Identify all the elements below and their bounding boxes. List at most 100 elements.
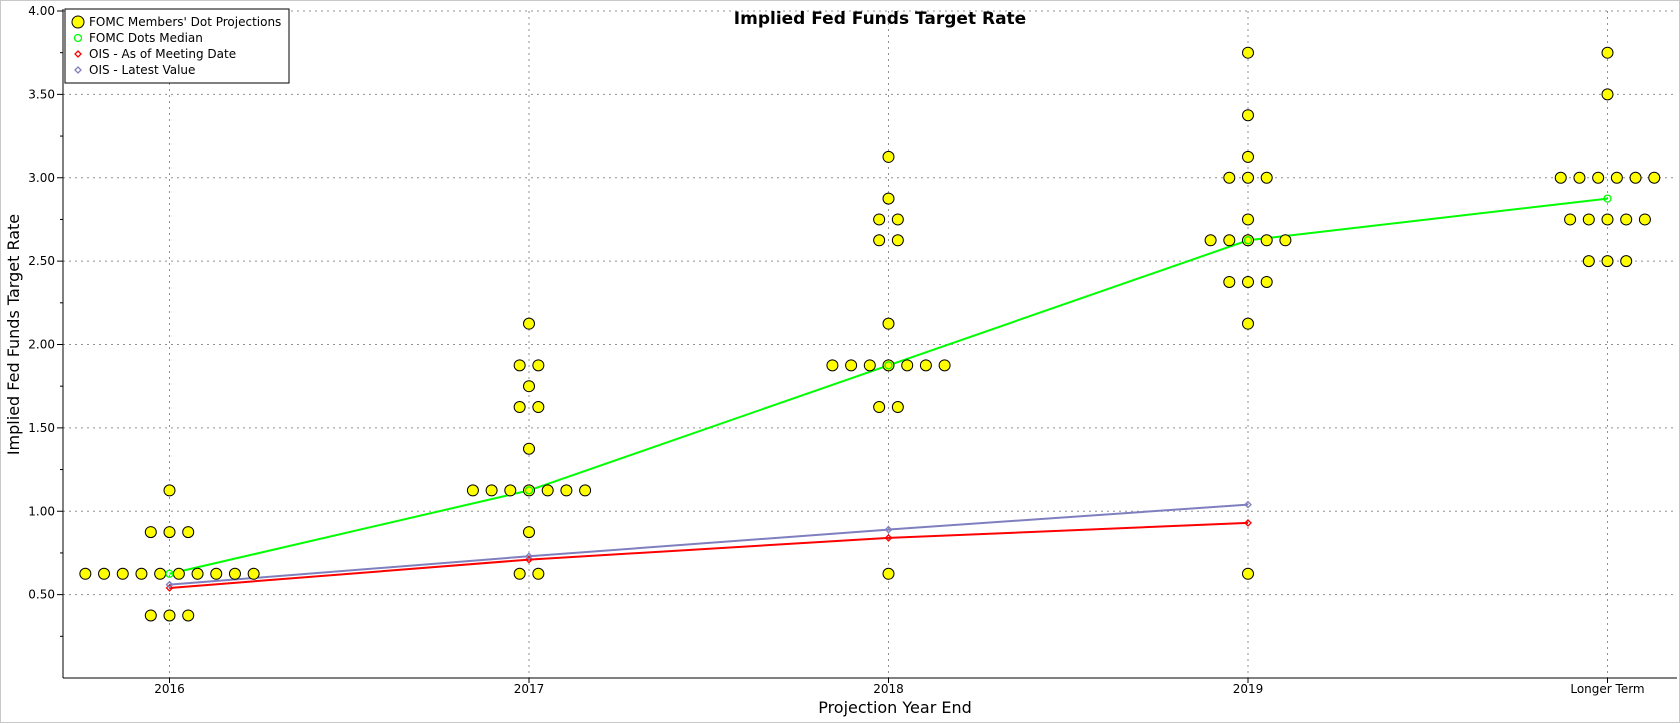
- x-axis-tick-label: Longer Term: [1570, 682, 1644, 696]
- dot-projection: [845, 359, 858, 372]
- dot-projection: [532, 567, 545, 580]
- legend-label-dots: FOMC Members' Dot Projections: [89, 15, 281, 29]
- dot-projection: [1260, 275, 1273, 288]
- series-point: [525, 555, 533, 564]
- y-axis-tick-label: 2.00: [28, 338, 55, 352]
- gridlines: [63, 10, 1677, 678]
- dot-projection: [532, 359, 545, 372]
- series-point: [1244, 500, 1252, 509]
- dot-projection: [135, 567, 148, 580]
- y-axis-tick-label: 2.50: [28, 254, 55, 268]
- dot-projection: [1610, 171, 1623, 184]
- dot-projection: [228, 567, 241, 580]
- dot-projection: [891, 234, 904, 247]
- dot-projection: [1223, 275, 1236, 288]
- dot-projection: [532, 401, 545, 414]
- series-line: [169, 197, 1608, 575]
- dot-projections: [79, 46, 1661, 622]
- dot-projection: [1279, 234, 1292, 247]
- axes: [62, 9, 1677, 679]
- dot-projection: [210, 567, 223, 580]
- dot-projection: [182, 609, 195, 622]
- y-axis-tick-label: 0.50: [28, 588, 55, 602]
- series-point: [1603, 194, 1612, 203]
- series-point: [165, 584, 174, 592]
- series-markers: [165, 194, 1612, 592]
- dot-projection: [1582, 255, 1595, 268]
- series-point: [884, 534, 893, 542]
- dot-projection: [191, 567, 204, 580]
- series-lines: [169, 197, 1608, 589]
- series-point: [884, 525, 893, 534]
- dot-projection: [513, 567, 526, 580]
- dot-projection: [1648, 171, 1661, 184]
- dot-projection: [504, 484, 517, 497]
- dot-projection: [1638, 213, 1651, 226]
- dot-projection: [1242, 150, 1254, 163]
- dot-projection: [1242, 317, 1254, 330]
- dot-projection: [116, 567, 129, 580]
- dot-projection: [144, 609, 157, 622]
- legend: FOMC Members' Dot Projections FOMC Dots …: [64, 8, 290, 84]
- dot-projection: [1629, 171, 1642, 184]
- series-line: [169, 503, 1249, 586]
- legend-label-ois-meeting: OIS - As of Meeting Date: [89, 47, 236, 61]
- dot-projection: [919, 359, 932, 372]
- x-axis-ticks: 2016 2017 2018 2019 Longer Term: [154, 678, 1645, 696]
- dot-projection: [513, 359, 526, 372]
- dot-projection: [882, 192, 895, 205]
- dot-projection: [485, 484, 498, 497]
- dot-projection: [523, 380, 535, 393]
- series-point: [1244, 519, 1252, 527]
- dot-projection: [1582, 213, 1595, 226]
- dot-projection: [163, 526, 176, 539]
- dot-projection: [523, 442, 535, 455]
- y-axis-tick-label: 3.00: [28, 171, 55, 185]
- dot-projection: [1601, 46, 1614, 59]
- dot-projection: [1620, 213, 1633, 226]
- y-axis-tick-label: 3.50: [28, 87, 55, 101]
- dot-projection: [579, 484, 592, 497]
- dot-projection: [154, 567, 167, 580]
- x-axis-tick-label: 2016: [154, 682, 185, 696]
- y-axis-title: Implied Fed Funds Target Rate: [4, 214, 23, 455]
- dot-projection: [541, 484, 554, 497]
- dot-projection: [1223, 234, 1236, 247]
- x-axis-tick-label: 2017: [514, 682, 545, 696]
- dot-projection: [163, 609, 176, 622]
- legend-label-ois-latest: OIS - Latest Value: [89, 63, 195, 77]
- series-point: [165, 569, 174, 578]
- series-point: [524, 486, 534, 495]
- dot-projection: [1601, 213, 1614, 226]
- x-axis-tick-label: 2018: [873, 682, 904, 696]
- dot-projection: [1242, 275, 1254, 288]
- dot-projection: [1242, 46, 1254, 59]
- legend-swatch-ois-latest: [74, 66, 82, 74]
- legend-swatch-median: [73, 33, 83, 43]
- dot-projection: [247, 567, 260, 580]
- x-axis-tick-label: 2019: [1233, 682, 1264, 696]
- series-point: [1243, 236, 1253, 245]
- dot-projection: [873, 234, 886, 247]
- dot-projection: [1260, 171, 1273, 184]
- dot-projection: [182, 526, 195, 539]
- y-axis-tick-label: 1.50: [28, 421, 55, 435]
- dot-projection: [1242, 213, 1254, 226]
- series-line: [169, 521, 1249, 589]
- dot-projection: [560, 484, 573, 497]
- dot-projection: [873, 213, 886, 226]
- dot-projection: [1620, 255, 1633, 268]
- dot-projection: [1242, 567, 1254, 580]
- dot-projection: [1260, 234, 1273, 247]
- series-point: [165, 580, 174, 589]
- dot-projection: [466, 484, 479, 497]
- dot-projection: [1592, 171, 1605, 184]
- dot-projection: [826, 359, 839, 372]
- dot-projection: [938, 359, 951, 372]
- dot-projection: [1204, 234, 1217, 247]
- chart-title: Implied Fed Funds Target Rate: [734, 9, 1026, 29]
- dot-projection: [863, 359, 876, 372]
- series-point: [884, 361, 893, 370]
- legend-swatch-dots: [71, 15, 85, 29]
